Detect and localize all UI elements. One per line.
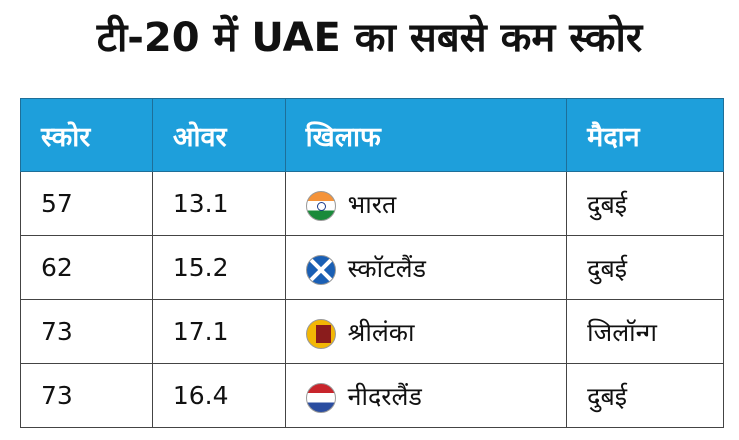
venue-cell: दुबई (566, 363, 724, 428)
sri-lanka-flag-icon (305, 318, 336, 349)
header-score: स्कोर (20, 98, 153, 172)
team-name: नीदरलैंड (347, 381, 422, 411)
score-cell: 62 (20, 235, 153, 300)
table-row: 57 13.1 भारत दुबई (20, 171, 724, 236)
table-row: 73 17.1 श्रीलंका जिलॉन्ग (20, 299, 724, 364)
against-cell: श्रीलंका (284, 299, 568, 364)
overs-cell: 16.4 (151, 363, 286, 428)
team-name: स्कॉटलैंड (347, 253, 426, 283)
team-name: भारत (347, 189, 397, 219)
overs-cell: 17.1 (151, 299, 286, 364)
overs-cell: 15.2 (151, 235, 286, 300)
venue-cell: दुबई (566, 235, 724, 300)
against-cell: स्कॉटलैंड (284, 235, 568, 300)
header-overs: ओवर (151, 98, 286, 172)
table-row: 73 16.4 नीदरलैंड दुबई (20, 363, 724, 428)
against-cell: नीदरलैंड (284, 363, 568, 428)
page-title: टी-20 में UAE का सबसे कम स्कोर (96, 15, 643, 61)
score-cell: 57 (20, 171, 153, 236)
score-cell: 73 (20, 363, 153, 428)
table-header-row: स्कोर ओवर खिलाफ मैदान (20, 98, 724, 172)
scores-table: स्कोर ओवर खिलाफ मैदान 57 13.1 भारत दुबई … (20, 98, 724, 428)
header-against: खिलाफ (284, 98, 568, 172)
india-flag-icon (305, 190, 336, 221)
score-cell: 73 (20, 299, 153, 364)
venue-cell: दुबई (566, 171, 724, 236)
overs-cell: 13.1 (151, 171, 286, 236)
table-row: 62 15.2 स्कॉटलैंड दुबई (20, 235, 724, 300)
against-cell: भारत (284, 171, 568, 236)
header-venue: मैदान (566, 98, 724, 172)
venue-cell: जिलॉन्ग (566, 299, 724, 364)
netherlands-flag-icon (305, 382, 336, 413)
scotland-flag-icon (305, 254, 336, 285)
team-name: श्रीलंका (347, 317, 415, 347)
